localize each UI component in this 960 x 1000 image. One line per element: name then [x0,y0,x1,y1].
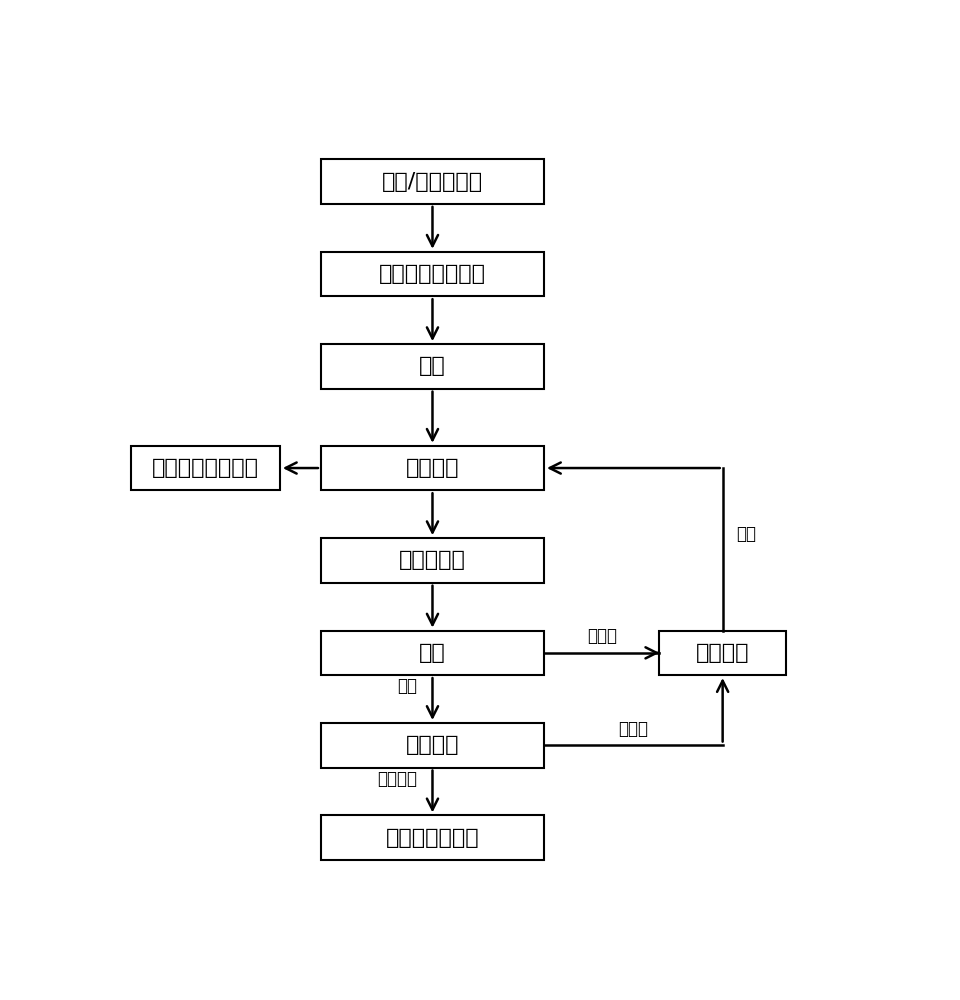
Text: 回用: 回用 [736,525,756,543]
FancyBboxPatch shape [321,631,544,675]
FancyBboxPatch shape [321,159,544,204]
Text: 酸雾收集处理系统: 酸雾收集处理系统 [152,458,259,478]
FancyBboxPatch shape [321,723,544,768]
Text: 压滤水: 压滤水 [618,720,648,738]
Text: 筛分、破碎预处理: 筛分、破碎预处理 [379,264,486,284]
FancyBboxPatch shape [321,815,544,860]
Text: 缓冲沉淀: 缓冲沉淀 [696,643,750,663]
Text: 铬渣/铬污染土壤: 铬渣/铬污染土壤 [382,172,483,192]
FancyBboxPatch shape [321,252,544,296]
FancyBboxPatch shape [321,446,544,490]
Text: 浓缩: 浓缩 [420,643,445,663]
Text: 还原稳定化: 还原稳定化 [399,550,466,570]
Text: 泥浆: 泥浆 [397,677,418,695]
Text: 上清液: 上清液 [587,627,616,645]
Text: 脱水泥饼: 脱水泥饼 [377,770,418,788]
Text: 制浆: 制浆 [420,356,445,376]
FancyBboxPatch shape [660,631,786,675]
Text: 板框压滤: 板框压滤 [406,735,459,755]
FancyBboxPatch shape [321,538,544,583]
FancyBboxPatch shape [132,446,280,490]
Text: 酸化还原: 酸化还原 [406,458,459,478]
FancyBboxPatch shape [321,344,544,389]
Text: 生物还原稳定化: 生物还原稳定化 [386,828,479,848]
